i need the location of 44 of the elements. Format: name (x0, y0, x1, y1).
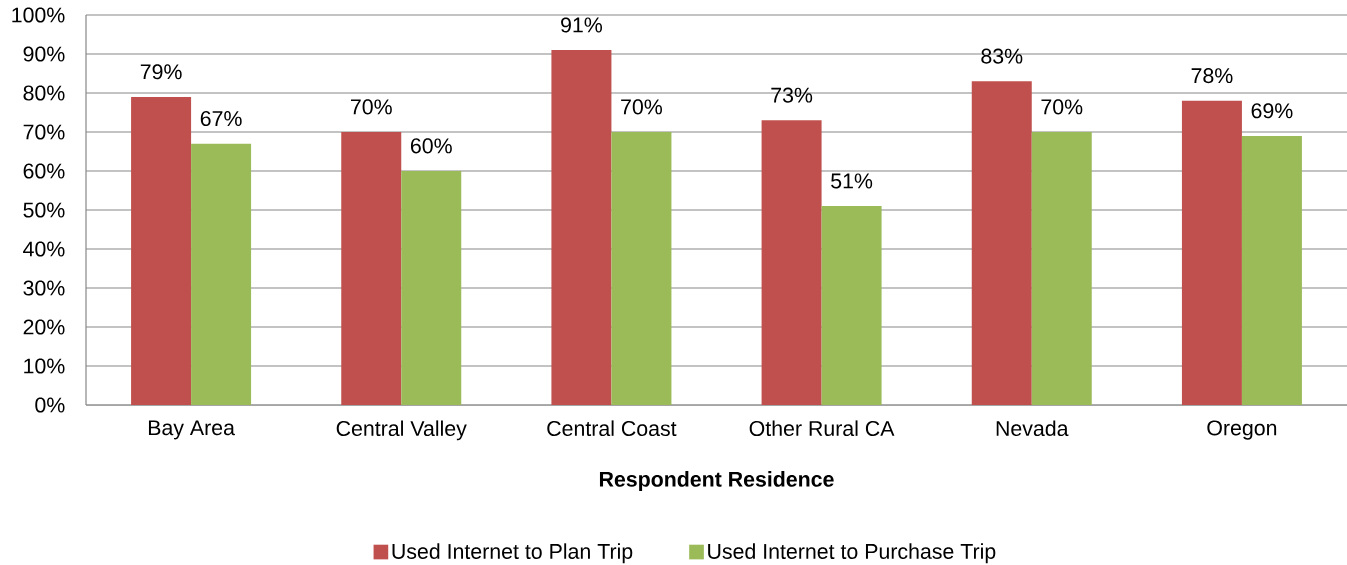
y-tick-label: 50% (23, 202, 65, 218)
y-tick-label: 80% (23, 85, 65, 101)
bar (1181, 100, 1242, 405)
bar (191, 143, 252, 405)
y-tick-label: 90% (23, 46, 65, 62)
x-tick-label: Central Valley (336, 420, 467, 441)
y-tick-label: 20% (23, 319, 65, 335)
y-tick-label: 0% (35, 397, 65, 413)
bar (1031, 132, 1092, 405)
data-label: 83% (981, 48, 1023, 64)
x-tick-label: Nevada (996, 420, 1069, 437)
x-axis-title: Respondent Residence (599, 471, 834, 491)
x-tick-label: Oregon (1207, 420, 1277, 440)
data-label: 70% (350, 99, 392, 115)
legend-label: Used Internet to Purchase Trip (708, 543, 996, 564)
data-label: 73% (771, 87, 813, 103)
x-tick-label: Central Coast (547, 420, 677, 437)
y-tick-label: 60% (23, 163, 65, 179)
data-label: 78% (1191, 68, 1233, 84)
bar (971, 81, 1032, 405)
y-tick-label: 10% (24, 358, 65, 374)
data-label: 69% (1251, 103, 1293, 119)
data-label: 70% (1041, 99, 1083, 115)
bar (611, 132, 672, 405)
y-tick-label: 30% (23, 280, 65, 296)
bar (131, 96, 192, 405)
data-label: 67% (200, 111, 242, 127)
data-label: 79% (140, 64, 182, 80)
bar (821, 206, 882, 405)
y-tick-label: 100% (12, 7, 65, 23)
data-label: 60% (410, 138, 452, 154)
x-tick-label: Other Rural CA (749, 420, 895, 437)
y-tick-label: 70% (23, 124, 65, 140)
y-tick-label: 40% (23, 241, 65, 257)
data-label: 51% (831, 173, 873, 189)
bar (341, 132, 402, 405)
bar (761, 120, 822, 405)
data-label: 70% (621, 99, 663, 115)
data-label: 91% (561, 17, 603, 33)
bar (1241, 135, 1302, 405)
x-tick-label: Bay Area (148, 420, 235, 440)
bar (551, 50, 612, 405)
legend-label: Used Internet to Plan Trip (392, 543, 633, 564)
bar (401, 171, 462, 405)
